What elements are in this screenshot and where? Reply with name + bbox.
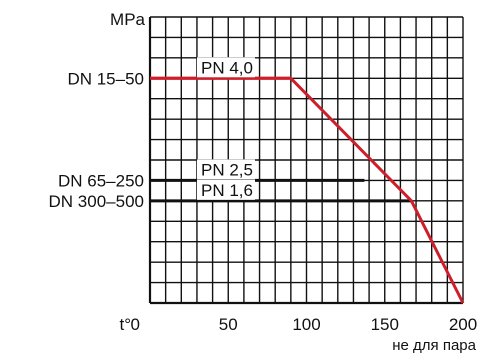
pressure-label-bg [197,159,255,180]
limit-curve [150,76,465,304]
pressure-label: PN 2,5 [201,160,253,179]
x-axis-label: t° [119,315,131,334]
pressure-label-bg [197,57,255,78]
y-category-label: DN 65–250 [58,171,144,190]
x-tick-label: 200 [449,315,477,334]
pressure-label: PN 1,6 [201,181,253,200]
y-category-label: DN 300–500 [49,192,144,211]
x-axis-note: не для пара [392,337,476,354]
pressure-label-bg [197,179,255,200]
x-tick-label: 100 [292,315,320,334]
x-tick-label: 150 [371,315,399,334]
x-tick-label: 0 [131,315,140,334]
pressure-label: PN 4,0 [201,58,253,77]
y-category-label: DN 15–50 [67,69,144,88]
labels: MPa DN 15–50 DN 65–250 DN 300–500 0 50 100 150 2… [49,10,478,354]
x-tick-label: 50 [219,315,238,334]
grid [148,16,464,305]
y-axis-label: MPa [110,10,146,29]
series [150,76,465,304]
